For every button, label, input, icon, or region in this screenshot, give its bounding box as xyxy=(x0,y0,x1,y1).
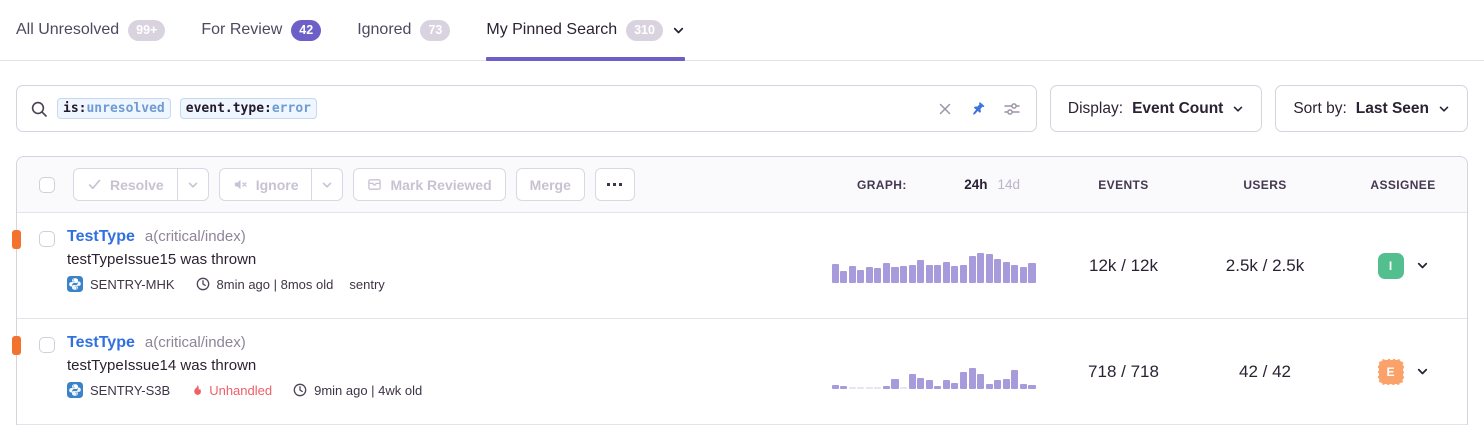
python-platform-icon xyxy=(67,382,83,398)
issue-row[interactable]: TestType a(critical/index) testTypeIssue… xyxy=(12,213,1467,319)
tab-label: All Unresolved xyxy=(16,21,120,38)
events-sparkline[interactable] xyxy=(831,249,1036,283)
token-value: error xyxy=(271,101,311,116)
unhandled-tag: Unhandled xyxy=(191,383,272,398)
saved-searches-tabbar: All Unresolved 99+ For Review 42 Ignored… xyxy=(0,0,1484,61)
graph-range-24h[interactable]: 24h xyxy=(964,177,988,192)
issue-title-link[interactable]: TestType xyxy=(67,334,135,351)
tab-for-review[interactable]: For Review 42 xyxy=(201,0,322,60)
chevron-down-icon xyxy=(1438,103,1450,115)
sort-value: Last Seen xyxy=(1355,99,1429,117)
controls-row: is: unresolved event.type: error Display: … xyxy=(0,85,1484,132)
search-token-status[interactable]: is: unresolved xyxy=(57,98,171,119)
assignee-column-header: ASSIGNEE xyxy=(1370,177,1436,192)
assignee-avatar[interactable]: E xyxy=(1377,358,1404,385)
python-platform-icon xyxy=(67,276,83,292)
select-all-checkbox[interactable] xyxy=(39,176,55,193)
mark-reviewed-label: Mark Reviewed xyxy=(390,176,492,193)
search-token-event-type[interactable]: event.type: error xyxy=(179,98,317,119)
display-value: Event Count xyxy=(1132,99,1224,117)
unhandled-label: Unhandled xyxy=(209,382,273,398)
pin-search-icon[interactable] xyxy=(968,99,988,119)
users-count: 42 / 42 xyxy=(1239,361,1291,381)
users-column-header: USERS xyxy=(1243,177,1287,192)
mark-reviewed-button-wrap: Mark Reviewed xyxy=(353,168,506,201)
token-key: is: xyxy=(63,101,87,116)
resolve-button[interactable]: Resolve xyxy=(74,169,177,200)
merge-label: Merge xyxy=(529,176,571,193)
archive-icon xyxy=(367,177,382,192)
mark-reviewed-button[interactable]: Mark Reviewed xyxy=(354,169,504,200)
issue-message: testTypeIssue14 was thrown xyxy=(67,357,257,374)
fire-icon xyxy=(191,383,204,397)
token-value: unresolved xyxy=(86,101,165,116)
issue-short-id: SENTRY-MHK xyxy=(90,276,175,292)
issue-message: testTypeIssue15 was thrown xyxy=(67,251,257,268)
sort-label: Sort by: xyxy=(1293,99,1347,117)
ignore-split-button: Ignore xyxy=(218,168,344,201)
issue-checkbox[interactable] xyxy=(39,337,55,353)
clock-icon xyxy=(196,277,210,291)
tab-count-badge: 42 xyxy=(291,19,322,41)
tab-all-unresolved[interactable]: All Unresolved 99+ xyxy=(16,0,166,60)
sort-dropdown[interactable]: Sort by: Last Seen xyxy=(1275,85,1468,132)
merge-button-wrap: Merge xyxy=(515,168,585,201)
error-level-indicator xyxy=(12,230,21,249)
issue-culprit: a(critical/index) xyxy=(144,334,246,351)
ignore-button[interactable]: Ignore xyxy=(220,169,312,200)
search-bar[interactable]: is: unresolved event.type: error xyxy=(16,85,1037,132)
search-icon xyxy=(30,100,48,118)
tab-count-badge: 73 xyxy=(420,19,451,41)
assignee-avatar[interactable]: I xyxy=(1377,252,1404,279)
resolve-label: Resolve xyxy=(110,176,164,193)
chevron-down-icon xyxy=(1232,103,1244,115)
token-key: event.type: xyxy=(185,101,272,116)
resolve-dropdown-caret[interactable] xyxy=(176,169,208,200)
chevron-down-icon[interactable] xyxy=(672,24,685,37)
issue-project: sentry xyxy=(349,276,385,292)
issue-culprit: a(critical/index) xyxy=(144,228,246,245)
tab-label: Ignored xyxy=(357,21,412,38)
users-count: 2.5k / 2.5k xyxy=(1225,255,1305,275)
display-dropdown[interactable]: Display: Event Count xyxy=(1049,85,1263,132)
graph-range-14d[interactable]: 14d xyxy=(997,177,1020,192)
issue-checkbox[interactable] xyxy=(39,231,55,247)
mute-icon xyxy=(233,177,248,192)
check-icon xyxy=(87,177,102,192)
error-level-indicator xyxy=(12,336,21,355)
issue-row[interactable]: TestType a(critical/index) testTypeIssue… xyxy=(12,319,1467,425)
more-actions-button[interactable] xyxy=(594,168,635,201)
tab-label: My Pinned Search xyxy=(486,21,618,38)
tab-count-badge: 99+ xyxy=(128,19,166,41)
chevron-down-icon[interactable] xyxy=(1416,365,1429,378)
tab-my-pinned-search[interactable]: My Pinned Search 310 xyxy=(486,0,685,61)
chevron-down-icon[interactable] xyxy=(1416,259,1429,272)
ignore-dropdown-caret[interactable] xyxy=(311,169,342,200)
ignore-label: Ignore xyxy=(255,176,299,193)
events-count: 718 / 718 xyxy=(1088,361,1159,381)
display-label: Display: xyxy=(1067,99,1124,117)
clock-icon xyxy=(293,383,307,397)
issue-list-header: Resolve Ignore xyxy=(17,157,1467,213)
filter-sliders-icon[interactable] xyxy=(1001,98,1023,120)
events-count: 12k / 12k xyxy=(1089,255,1158,275)
tab-ignored[interactable]: Ignored 73 xyxy=(357,0,451,60)
issue-stream-panel: Resolve Ignore xyxy=(12,156,1468,425)
issue-short-id: SENTRY-S3B xyxy=(90,382,171,398)
events-column-header: EVENTS xyxy=(1098,177,1149,192)
tab-count-badge: 310 xyxy=(626,19,663,41)
clear-search-icon[interactable] xyxy=(935,99,955,119)
issue-title-link[interactable]: TestType xyxy=(67,228,135,245)
events-sparkline[interactable] xyxy=(831,355,1036,389)
issue-age: 8min ago | 8mos old xyxy=(216,276,334,292)
merge-button[interactable]: Merge xyxy=(517,169,584,200)
tab-label: For Review xyxy=(201,21,283,38)
graph-column-header: GRAPH: xyxy=(857,177,907,192)
resolve-split-button: Resolve xyxy=(73,168,209,201)
issue-age: 9min ago | 4wk old xyxy=(314,382,423,398)
